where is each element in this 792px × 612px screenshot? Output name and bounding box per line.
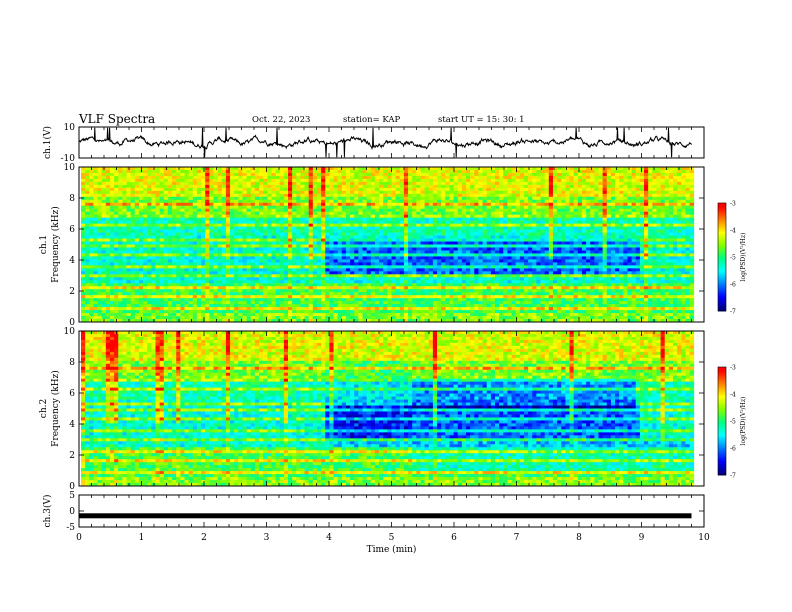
ch1-spectrogram-colorbar-label: log(PSD)(V²/Hz)	[740, 233, 747, 282]
x-tick-label: 1	[139, 533, 145, 543]
ch2-spectrogram-colorbar-tick-label: -4	[730, 392, 736, 399]
station-label: station= KAP	[343, 115, 401, 125]
date-label: Oct. 22, 2023	[252, 115, 311, 125]
ch2-spectrogram-ytick-label: 8	[69, 358, 75, 368]
ch2-spectrogram-ylabel: Frequency (kHz)	[50, 370, 61, 447]
ch2-spectrogram-colorbar-label: log(PSD)(V²/Hz)	[740, 397, 747, 446]
x-tick-label: 5	[389, 533, 395, 543]
ch1-spectrogram-colorbar-tick-label: -5	[730, 255, 736, 262]
ch1-spectrogram-ytick-label: 4	[69, 256, 75, 266]
ch2-spectrogram-ytick-label: 2	[69, 451, 75, 461]
x-tick-label: 4	[326, 533, 332, 543]
ch1-spectrogram-colorbar: -3 -4 -5 -6 -7 log(PSD)(V²/Hz)	[717, 201, 747, 316]
ch1-spectrogram-ytick-label: 8	[69, 194, 75, 204]
ch2-spectrogram-ytick-label: 4	[69, 420, 75, 430]
ch1-spectrogram-ytick-label: 0	[69, 318, 75, 328]
ch1-waveform-line	[78, 127, 692, 158]
ch1-spectrogram-colorbar-tick-label: -3	[730, 201, 736, 208]
ch1-spectrogram-image	[81, 167, 695, 323]
ch2-spectrogram-ytick-label: 0	[69, 482, 75, 492]
ch2-spectrogram-colorbar-tick-label: -6	[730, 446, 736, 453]
ch2-spectrogram-image	[81, 331, 695, 487]
ch1-spectrogram-colorbar-tick-label: -4	[730, 228, 736, 235]
x-tick-label: 2	[201, 533, 207, 543]
ch2-spectrogram-ytick-label: 10	[64, 327, 76, 337]
x-tick-label: 3	[264, 533, 270, 543]
ch1-spectrogram-colorbar-tick-label: -6	[730, 282, 736, 289]
ch2-spectrogram-colorbar-tick-label: -3	[730, 365, 736, 372]
ch2-spectrogram-channel-label: ch.2	[39, 399, 49, 418]
ch1-spectrogram-colorbar-tick-label: -7	[730, 309, 736, 316]
x-tick-label: 9	[639, 533, 645, 543]
ch1-ytick-label: 10	[64, 123, 76, 133]
x-tick-label: 6	[451, 533, 457, 543]
start-time-label: start UT = 15: 30: 1	[438, 115, 525, 125]
x-tick-label: 8	[576, 533, 582, 543]
x-tick-label: 10	[698, 533, 710, 543]
ch1-spectrogram-ytick-label: 6	[69, 225, 75, 235]
ch2-spectrogram-colorbar-tick-label: -5	[730, 419, 736, 426]
ch2-spectrogram-colorbar: -3 -4 -5 -6 -7 log(PSD)(V²/Hz)	[717, 365, 747, 480]
ch1-ytick-label: -10	[61, 154, 76, 164]
ch1-spectrogram-ytick-label: 10	[64, 163, 76, 173]
ch2-spectrogram-ytick-label: 6	[69, 389, 75, 399]
figure-title: VLF Spectra	[79, 112, 156, 126]
x-tick-label: 0	[76, 533, 82, 543]
x-axis-label: Time (min)	[367, 544, 417, 555]
ch3-ytick-label: 0	[69, 507, 75, 517]
ch3-ylabel: ch.3(V)	[42, 495, 53, 528]
ch2-spectrogram-colorbar-tick-label: -7	[730, 473, 736, 480]
ch3-ytick-label: 5	[69, 491, 75, 501]
x-tick-label: 7	[514, 533, 520, 543]
ch1-spectrogram-ytick-label: 2	[69, 287, 75, 297]
ch1-spectrogram-channel-label: ch.1	[39, 235, 49, 254]
ch1-ylabel: ch.1(V)	[42, 126, 53, 159]
ch3-ytick-label: -5	[66, 523, 75, 533]
ch3-waveform-trace	[79, 513, 692, 519]
ch1-spectrogram-ylabel: Frequency (kHz)	[50, 206, 61, 283]
